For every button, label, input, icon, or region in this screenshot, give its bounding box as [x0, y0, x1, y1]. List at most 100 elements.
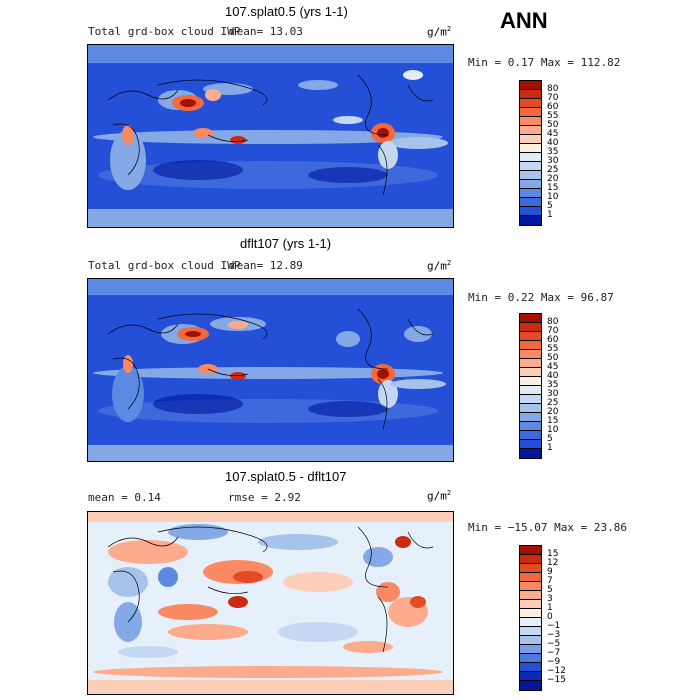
map-panel — [87, 44, 454, 228]
colorbar-swatch — [520, 144, 541, 153]
colorbar-tick: 55 — [547, 111, 559, 121]
colorbar-swatch — [520, 207, 541, 216]
minmax-label: Min = −15.07 Max = 23.86 — [468, 521, 627, 534]
colorbar-tick: 80 — [547, 317, 559, 327]
colorbar-tick: 12 — [547, 558, 559, 568]
colorbar-swatch — [520, 90, 541, 99]
colorbar-swatch — [520, 153, 541, 162]
colorbar-tick: 60 — [547, 102, 559, 112]
colorbar-swatch — [520, 198, 541, 207]
colorbar-tick: −3 — [547, 630, 561, 640]
colorbar — [519, 545, 542, 691]
colorbar-tick: −7 — [547, 648, 561, 658]
colorbar-labels: 80 70 60 55 50 45 40 35 30 25 20 15 10 5… — [547, 80, 587, 226]
colorbar-swatch — [520, 591, 541, 600]
colorbar-swatch — [520, 350, 541, 359]
colorbar-swatch — [520, 431, 541, 440]
colorbar-tick: 25 — [547, 398, 559, 408]
colorbar-swatch — [520, 180, 541, 189]
colorbar-swatch — [520, 108, 541, 117]
map-field — [88, 279, 453, 461]
variable-label: Total grd-box cloud IWP — [88, 25, 241, 38]
colorbar-swatch — [520, 564, 541, 573]
colorbar-tick: 7 — [547, 576, 553, 586]
colorbar-swatch — [520, 681, 541, 690]
colorbar-tick: 30 — [547, 156, 559, 166]
colorbar-tick: 15 — [547, 416, 559, 426]
colorbar-tick: 10 — [547, 192, 559, 202]
colorbar-tick: 15 — [547, 549, 559, 559]
colorbar-tick: 30 — [547, 389, 559, 399]
colorbar-tick: 10 — [547, 425, 559, 435]
colorbar-swatch — [520, 386, 541, 395]
colorbar-tick: 60 — [547, 335, 559, 345]
units-label: g/m2 — [427, 489, 452, 503]
colorbar-swatch — [520, 645, 541, 654]
colorbar-tick: −9 — [547, 657, 561, 667]
colorbar-tick: 9 — [547, 567, 553, 577]
colorbar-tick: 20 — [547, 407, 559, 417]
colorbar-tick: 25 — [547, 165, 559, 175]
map-field — [88, 512, 453, 694]
colorbar-labels: 80 70 60 55 50 45 40 35 30 25 20 15 10 5… — [547, 313, 587, 459]
colorbar-swatch — [520, 422, 541, 431]
colorbar-swatch — [520, 609, 541, 618]
colorbar-swatch — [520, 555, 541, 564]
colorbar-swatch — [520, 126, 541, 135]
colorbar-tick: 35 — [547, 380, 559, 390]
mean-label: mean= 13.03 — [230, 25, 303, 38]
colorbar-swatch — [520, 117, 541, 126]
colorbar-swatch — [520, 395, 541, 404]
colorbar-tick: 20 — [547, 174, 559, 184]
colorbar-tick: 15 — [547, 183, 559, 193]
colorbar-swatch — [520, 332, 541, 341]
rmse-label: rmse = 2.92 — [228, 491, 301, 504]
panel-title: dflt107 (yrs 1-1) — [240, 236, 332, 251]
variable-label: Total grd-box cloud IWP — [88, 259, 241, 272]
colorbar-tick: 40 — [547, 138, 559, 148]
minmax-label: Min = 0.22 Max = 96.87 — [468, 291, 614, 304]
colorbar-swatch — [520, 341, 541, 350]
colorbar-swatch — [520, 216, 541, 225]
colorbar-tick: 70 — [547, 93, 559, 103]
colorbar-tick: 80 — [547, 84, 559, 94]
colorbar-tick: 5 — [547, 201, 553, 211]
colorbar-labels: 15 12 9 7 5 3 1 0 −1 −3 −5 −7 −9 −12 −15 — [547, 545, 587, 691]
colorbar-swatch — [520, 377, 541, 386]
colorbar-swatch — [520, 314, 541, 323]
colorbar-swatch — [520, 323, 541, 332]
colorbar-swatch — [520, 162, 541, 171]
panel-title: 107.splat0.5 (yrs 1-1) — [225, 4, 348, 19]
diff-mean-label: mean = 0.14 — [88, 491, 161, 504]
colorbar-swatch — [520, 582, 541, 591]
colorbar-swatch — [520, 627, 541, 636]
colorbar-tick: −12 — [547, 666, 566, 676]
colorbar-tick: 45 — [547, 129, 559, 139]
colorbar-tick: 0 — [547, 612, 553, 622]
colorbar-tick: 5 — [547, 585, 553, 595]
colorbar-tick: 1 — [547, 210, 553, 220]
colorbar-swatch — [520, 546, 541, 555]
colorbar-swatch — [520, 99, 541, 108]
colorbar-swatch — [520, 618, 541, 627]
colorbar-tick: 50 — [547, 120, 559, 130]
colorbar-swatch — [520, 449, 541, 458]
map-panel — [87, 278, 454, 462]
colorbar-tick: 5 — [547, 434, 553, 444]
colorbar-tick: −15 — [547, 675, 566, 685]
panel-title: 107.splat0.5 - dflt107 — [225, 469, 347, 484]
season-label: ANN — [500, 8, 548, 33]
map-field — [88, 45, 453, 227]
colorbar-swatch — [520, 600, 541, 609]
colorbar — [519, 80, 542, 226]
colorbar-tick: 70 — [547, 326, 559, 336]
colorbar-swatch — [520, 171, 541, 180]
colorbar-tick: 40 — [547, 371, 559, 381]
colorbar — [519, 313, 542, 459]
colorbar-swatch — [520, 135, 541, 144]
colorbar-swatch — [520, 413, 541, 422]
colorbar-swatch — [520, 404, 541, 413]
colorbar-swatch — [520, 359, 541, 368]
colorbar-tick: 1 — [547, 603, 553, 613]
colorbar-tick: 3 — [547, 594, 553, 604]
